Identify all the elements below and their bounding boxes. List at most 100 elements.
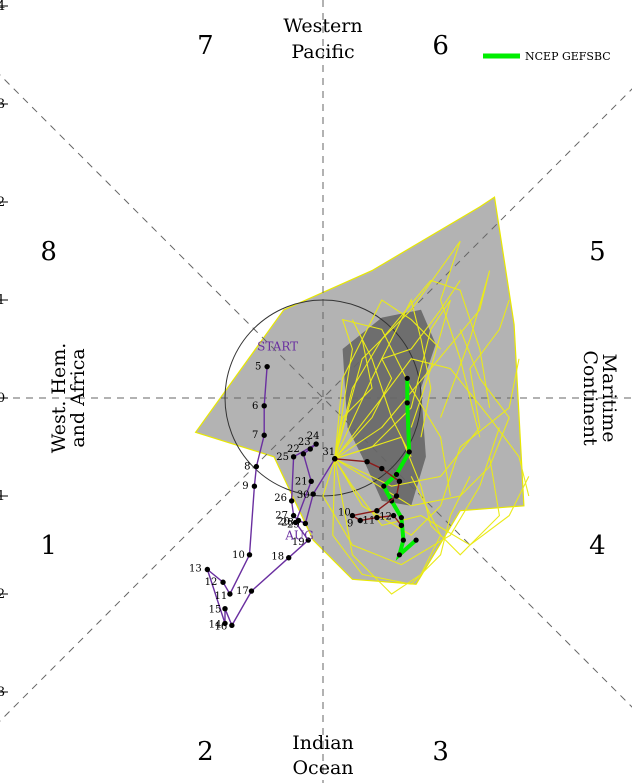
observed-track-point — [261, 403, 267, 409]
y-tick-label: 1 — [0, 489, 5, 504]
observed-track-day-label: 14 — [209, 619, 222, 630]
forecast-track-point — [364, 459, 370, 465]
forecast-track-point — [374, 508, 380, 514]
observed-track-point — [286, 555, 292, 561]
mean-forecast-point — [389, 498, 395, 504]
forecast-track-day-label: 10 — [338, 508, 351, 519]
forecast-track-point — [393, 493, 400, 499]
legend: NCEP GEFSBC — [483, 50, 611, 63]
ensemble-member-9 — [334, 299, 510, 487]
observed-track-day-label: 30 — [297, 490, 310, 501]
observed-track-point — [300, 451, 307, 457]
observed-track-point — [246, 552, 253, 558]
mean-forecast-line — [381, 378, 418, 561]
observed-track-day-label: 5 — [255, 362, 261, 373]
phase-label-2: 2 — [197, 737, 214, 767]
mean-forecast-point — [413, 537, 419, 543]
observed-track-point — [290, 454, 297, 460]
region-right-line1: Maritime — [598, 354, 620, 443]
region-top-line1: Western — [283, 15, 362, 37]
y-tick-label: 2 — [0, 587, 5, 602]
ensemble-member-2 — [334, 318, 451, 497]
observed-track-day-label: 15 — [209, 605, 222, 616]
observed-track-point — [295, 517, 302, 524]
observed-track-day-label: 24 — [307, 431, 320, 442]
forecast-track-point — [379, 465, 385, 472]
region-left-line1: West. Hem. — [48, 343, 70, 454]
observed-track-day-label: 25 — [276, 452, 289, 463]
observed-track-point — [222, 606, 228, 612]
forecast-track-point — [332, 456, 338, 462]
phase-label-4: 4 — [589, 531, 606, 561]
y-tick-label: 0 — [0, 391, 5, 406]
ensemble-member-3 — [334, 270, 491, 460]
forecast-track-point — [390, 512, 397, 519]
observed-track-day-label: 6 — [252, 401, 258, 412]
mean-forecast-point — [404, 400, 410, 406]
ensemble-member-14 — [334, 299, 441, 459]
y-tick-label: 3 — [0, 97, 5, 112]
mean-forecast-point — [393, 471, 400, 478]
observed-track-point — [264, 363, 270, 370]
ensemble-members — [322, 240, 530, 595]
forecast-track-point — [374, 514, 380, 521]
guide-diagonal-2 — [0, 88, 632, 722]
observed-track-point — [220, 579, 226, 585]
observed-track-day-label: 29 — [287, 519, 300, 530]
ensemble-member-13 — [334, 436, 500, 556]
observed-track-day-label: 26 — [274, 493, 287, 504]
region-left-line2: and Africa — [67, 348, 89, 447]
phase-label-1: 1 — [40, 531, 57, 561]
forecast-track-point — [396, 478, 403, 484]
observed-track-point — [288, 498, 295, 504]
mean-forecast-point — [404, 375, 410, 381]
observed-track-day-label: 8 — [244, 462, 250, 473]
phase-label-8: 8 — [40, 237, 57, 267]
observed-track-day-label: 31 — [322, 447, 335, 458]
observed-track-day-label: 18 — [271, 552, 284, 563]
observed-track-point — [308, 478, 314, 484]
observed-track-point — [248, 588, 255, 594]
observed-track-day-label: 11 — [215, 591, 228, 602]
observed-track-day-label: 27 — [275, 511, 288, 522]
ensemble-member-18 — [334, 458, 530, 546]
mean-forecast-point — [406, 449, 412, 455]
observed-track-day-label: 19 — [292, 537, 305, 548]
observed-track-point — [290, 512, 297, 519]
observed-track-day-label: 16 — [214, 621, 227, 632]
mean-forecast-point — [398, 514, 404, 521]
observed-track-point — [251, 483, 258, 489]
observed-track-point — [227, 591, 233, 597]
ensemble-member-4 — [334, 358, 520, 536]
end-label: AUG — [284, 528, 313, 542]
mean-forecast-point — [381, 483, 387, 489]
forecast-track-day-label: 11 — [363, 516, 376, 527]
observed-track-day-label: 22 — [287, 444, 300, 455]
forecast-track-point — [398, 522, 405, 529]
observed-track-point — [310, 491, 316, 497]
region-bottom-line2: Ocean — [292, 757, 353, 779]
observed-track-day-label: 10 — [232, 550, 245, 561]
observed-track-day-label: 21 — [295, 476, 308, 487]
legend-label: NCEP GEFSBC — [525, 50, 611, 63]
y-tick-label: 3 — [0, 685, 5, 700]
forecast-track: 109 11 12 — [332, 456, 405, 530]
y-axis-ticks: 4 3 2 1 0 1 2 3 — [0, 0, 8, 700]
region-top-line2: Pacific — [291, 41, 354, 63]
observed-track-day-label: 23 — [298, 437, 311, 448]
observed-track-day-label: 12 — [205, 577, 218, 588]
observed-track-point — [253, 463, 260, 470]
ensemble-member-17 — [334, 280, 461, 460]
observed-track-point — [204, 566, 211, 573]
y-tick-label: 4 — [0, 0, 5, 14]
region-right: Maritime Continent — [579, 350, 620, 446]
start-label: START — [257, 340, 298, 354]
ensemble-member-1 — [334, 298, 432, 460]
observed-track-day-label: 28 — [281, 518, 294, 529]
observed-track-day-label: 7 — [252, 430, 258, 441]
observed-track-point — [229, 622, 235, 629]
ensemble-member-10 — [332, 458, 471, 585]
